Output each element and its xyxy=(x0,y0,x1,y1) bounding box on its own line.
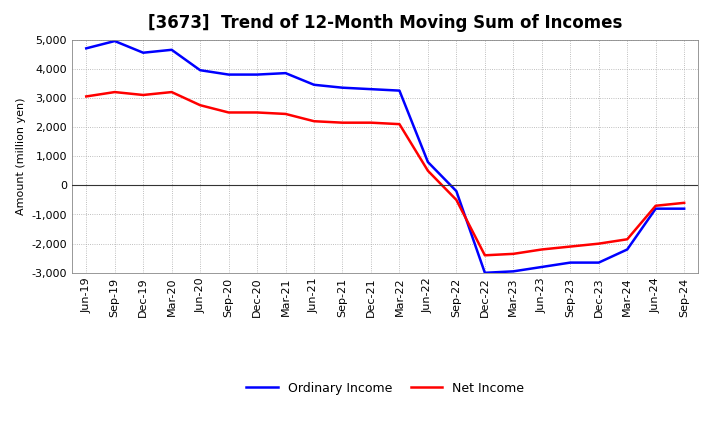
Ordinary Income xyxy=(623,247,631,252)
Ordinary Income xyxy=(680,206,688,211)
Ordinary Income xyxy=(82,46,91,51)
Net Income xyxy=(310,118,318,124)
Ordinary Income xyxy=(196,68,204,73)
Net Income xyxy=(282,111,290,117)
Ordinary Income xyxy=(509,269,518,274)
Ordinary Income xyxy=(566,260,575,265)
Ordinary Income xyxy=(480,270,489,275)
Line: Net Income: Net Income xyxy=(86,92,684,255)
Ordinary Income xyxy=(139,50,148,55)
Line: Ordinary Income: Ordinary Income xyxy=(86,41,684,273)
Net Income xyxy=(480,253,489,258)
Net Income xyxy=(82,94,91,99)
Net Income xyxy=(338,120,347,125)
Net Income xyxy=(423,168,432,173)
Ordinary Income xyxy=(110,38,119,44)
Ordinary Income xyxy=(395,88,404,93)
Ordinary Income xyxy=(282,70,290,76)
Net Income xyxy=(167,89,176,95)
Net Income xyxy=(196,103,204,108)
Ordinary Income xyxy=(652,206,660,211)
Net Income xyxy=(395,121,404,127)
Ordinary Income xyxy=(310,82,318,88)
Net Income xyxy=(110,89,119,95)
Title: [3673]  Trend of 12-Month Moving Sum of Incomes: [3673] Trend of 12-Month Moving Sum of I… xyxy=(148,15,622,33)
Net Income xyxy=(509,251,518,257)
Net Income xyxy=(595,241,603,246)
Legend: Ordinary Income, Net Income: Ordinary Income, Net Income xyxy=(241,377,529,400)
Net Income xyxy=(623,237,631,242)
Net Income xyxy=(253,110,261,115)
Net Income xyxy=(652,203,660,209)
Ordinary Income xyxy=(253,72,261,77)
Ordinary Income xyxy=(225,72,233,77)
Net Income xyxy=(366,120,375,125)
Net Income xyxy=(680,200,688,205)
Net Income xyxy=(225,110,233,115)
Ordinary Income xyxy=(167,47,176,52)
Ordinary Income xyxy=(537,264,546,270)
Net Income xyxy=(566,244,575,249)
Ordinary Income xyxy=(452,188,461,194)
Ordinary Income xyxy=(423,159,432,165)
Ordinary Income xyxy=(338,85,347,90)
Y-axis label: Amount (million yen): Amount (million yen) xyxy=(16,97,26,215)
Ordinary Income xyxy=(595,260,603,265)
Net Income xyxy=(452,197,461,202)
Ordinary Income xyxy=(366,87,375,92)
Net Income xyxy=(537,247,546,252)
Net Income xyxy=(139,92,148,98)
